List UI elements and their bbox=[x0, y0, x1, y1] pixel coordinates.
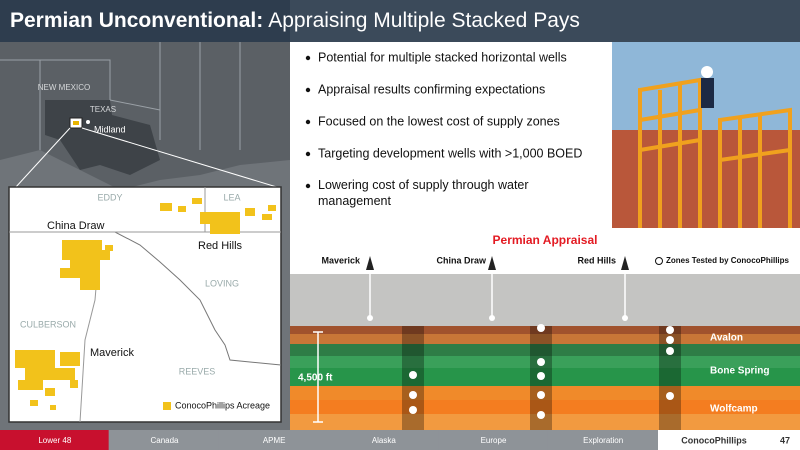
county-label: CULBERSON bbox=[20, 319, 76, 329]
callout-line bbox=[81, 127, 281, 189]
tab-label[interactable]: Exploration bbox=[583, 436, 623, 445]
tab[interactable] bbox=[438, 430, 548, 450]
well-label: Red Hills bbox=[577, 255, 616, 265]
logo-area bbox=[658, 430, 800, 450]
tab-label[interactable]: Alaska bbox=[372, 436, 397, 445]
zone-label: Bone Spring bbox=[710, 366, 769, 377]
tab-label[interactable]: Lower 48 bbox=[38, 436, 71, 445]
layer bbox=[290, 326, 800, 334]
layer bbox=[290, 400, 800, 414]
legend-label: Zones Tested by ConocoPhillips bbox=[666, 256, 790, 265]
title-bar bbox=[0, 0, 800, 42]
photo-worker bbox=[701, 66, 713, 78]
bullet-dot bbox=[305, 183, 311, 189]
acreage-dot bbox=[73, 121, 79, 125]
bullet-list: Potential for multiple stacked horizonta… bbox=[305, 50, 582, 208]
tab-label[interactable]: Canada bbox=[150, 436, 179, 445]
city-dot bbox=[86, 120, 90, 124]
tab[interactable] bbox=[0, 430, 109, 450]
diagram-title: Permian Appraisal bbox=[493, 233, 598, 247]
county-label: LOVING bbox=[205, 278, 239, 288]
county-label: REEVES bbox=[179, 366, 216, 376]
bullet-panel bbox=[290, 42, 612, 228]
rigs bbox=[366, 256, 629, 270]
legend-label: ConocoPhillips Acreage bbox=[175, 400, 270, 410]
county-label: EDDY bbox=[97, 192, 122, 202]
bullet-text: Focused on the lowest cost of supply zon… bbox=[318, 114, 560, 128]
bullet-text: Potential for multiple stacked horizonta… bbox=[318, 50, 567, 64]
zone-label: Avalon bbox=[710, 333, 743, 344]
photo-railings bbox=[638, 77, 792, 228]
tab-label[interactable]: APME bbox=[263, 436, 286, 445]
tab[interactable] bbox=[109, 430, 219, 450]
diagram-sky bbox=[290, 228, 800, 274]
bullet-text: Targeting development wells with >1,000 … bbox=[318, 146, 582, 160]
surface-layer bbox=[290, 274, 800, 326]
layer bbox=[290, 334, 800, 344]
footer-tabs: Lower 48 Canada APME Alaska Europe Exploratio… bbox=[0, 430, 657, 450]
title-bold: Permian Unconventional: bbox=[10, 9, 263, 32]
tab-label[interactable]: Europe bbox=[481, 436, 507, 445]
layer bbox=[290, 368, 800, 386]
city-label: Midland bbox=[94, 124, 126, 134]
photo-worker bbox=[701, 78, 714, 108]
photo-ground bbox=[612, 130, 800, 228]
layer bbox=[290, 414, 800, 430]
well-lines bbox=[369, 268, 626, 318]
title: Permian Unconventional: Appraising Multip… bbox=[10, 9, 580, 32]
callout-line bbox=[14, 127, 71, 189]
state-label: TEXAS bbox=[90, 105, 116, 114]
state-label: NEW MEXICO bbox=[38, 83, 90, 92]
bullet-dot bbox=[305, 55, 311, 61]
well-label: Maverick bbox=[321, 255, 361, 265]
tab[interactable] bbox=[219, 430, 328, 450]
tab[interactable] bbox=[329, 430, 438, 450]
depth-bar bbox=[313, 331, 323, 423]
well-label: China Draw bbox=[436, 255, 487, 265]
county-label: LEA bbox=[223, 192, 240, 202]
bullet-line: Lowering cost of supply through water bbox=[318, 178, 529, 192]
legend-swatch bbox=[163, 402, 171, 410]
page-number: 47 bbox=[780, 435, 790, 445]
area-label: China Draw bbox=[47, 220, 105, 232]
title-rest: Appraising Multiple Stacked Pays bbox=[268, 9, 580, 32]
acreage bbox=[15, 198, 276, 410]
bullet-text: Lowering cost of supply through water man… bbox=[318, 178, 529, 208]
bullet-dot bbox=[305, 151, 311, 157]
well-tips bbox=[367, 315, 628, 321]
legend-marker bbox=[655, 257, 663, 265]
bullet-dot bbox=[305, 87, 311, 93]
area-label: Red Hills bbox=[198, 240, 243, 252]
state-borders bbox=[0, 42, 241, 150]
depth-label: 4,500 ft bbox=[298, 373, 333, 384]
state-line bbox=[9, 231, 282, 366]
bullet-text: Appraisal results confirming expectation… bbox=[318, 82, 545, 96]
logo: ConocoPhillips bbox=[681, 435, 747, 445]
bullet-line: management bbox=[318, 194, 391, 208]
bullet-dot bbox=[305, 119, 311, 125]
tab[interactable] bbox=[548, 430, 657, 450]
area-label: Maverick bbox=[90, 347, 135, 359]
zone-dots bbox=[409, 324, 674, 419]
zone-label: Wolfcamp bbox=[710, 404, 758, 415]
